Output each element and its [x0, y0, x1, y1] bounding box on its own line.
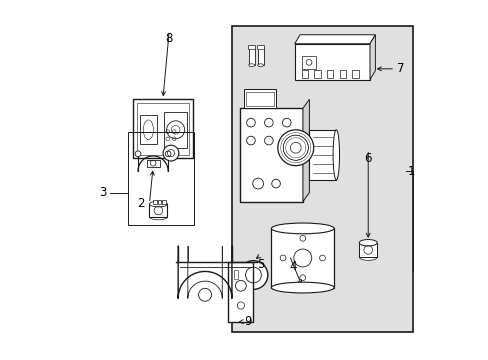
Text: 7: 7	[396, 62, 404, 75]
Bar	[137, 103, 188, 155]
Text: 8: 8	[165, 32, 173, 45]
Ellipse shape	[359, 254, 376, 260]
Bar	[247, 45, 255, 49]
Bar	[133, 99, 192, 158]
Bar	[271, 228, 333, 288]
Circle shape	[239, 261, 267, 289]
Bar	[146, 159, 159, 167]
Ellipse shape	[248, 64, 254, 67]
Ellipse shape	[149, 214, 167, 220]
Bar	[359, 243, 376, 257]
Polygon shape	[369, 35, 375, 80]
Bar	[228, 262, 253, 321]
Bar	[339, 70, 346, 78]
Ellipse shape	[332, 130, 339, 180]
Ellipse shape	[271, 282, 333, 293]
Ellipse shape	[359, 239, 376, 246]
Bar	[301, 56, 316, 69]
Bar	[326, 70, 333, 78]
Bar	[301, 70, 308, 78]
Polygon shape	[303, 99, 309, 202]
Circle shape	[277, 130, 313, 166]
Ellipse shape	[257, 64, 263, 67]
Text: 9: 9	[244, 315, 251, 328]
Bar	[351, 70, 358, 78]
Bar	[309, 130, 336, 180]
Bar	[162, 200, 165, 204]
Bar	[153, 200, 156, 204]
Text: 3: 3	[99, 186, 106, 199]
Bar	[128, 132, 194, 225]
Bar	[314, 70, 320, 78]
Bar	[245, 92, 274, 107]
Ellipse shape	[149, 201, 167, 207]
Bar	[294, 44, 369, 80]
Bar	[140, 116, 157, 144]
Text: 4: 4	[288, 260, 296, 273]
Text: 6: 6	[364, 152, 371, 165]
Ellipse shape	[271, 223, 333, 234]
Ellipse shape	[305, 130, 312, 180]
Bar	[163, 112, 187, 148]
Text: 1: 1	[407, 165, 414, 177]
Circle shape	[165, 151, 171, 157]
Bar	[149, 204, 167, 217]
Bar	[240, 108, 303, 202]
Bar	[231, 26, 412, 332]
Bar	[244, 89, 276, 108]
Text: 5: 5	[256, 258, 264, 271]
Bar	[233, 270, 238, 279]
Bar	[257, 47, 263, 65]
Circle shape	[135, 151, 141, 157]
Bar	[248, 47, 254, 65]
Circle shape	[163, 145, 179, 161]
Bar	[158, 200, 161, 204]
Text: 2: 2	[137, 197, 144, 210]
Polygon shape	[294, 35, 375, 44]
Bar	[257, 45, 264, 49]
